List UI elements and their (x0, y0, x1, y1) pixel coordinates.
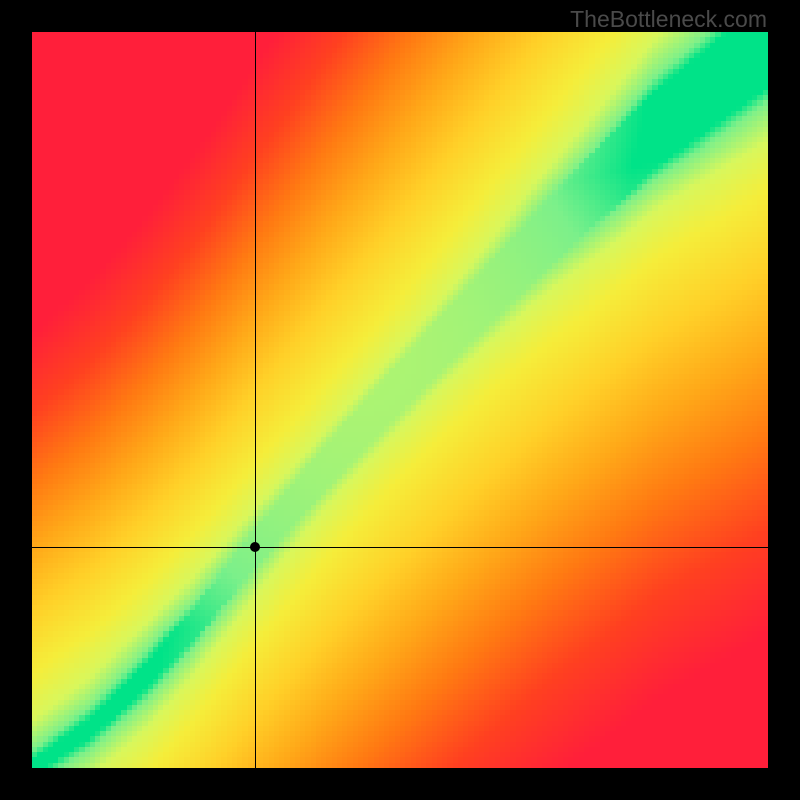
chart-container: TheBottleneck.com (0, 0, 800, 800)
bottleneck-heatmap (32, 32, 768, 768)
crosshair-horizontal-line (32, 547, 768, 548)
watermark-text: TheBottleneck.com (570, 6, 767, 33)
crosshair-vertical-line (255, 32, 256, 768)
crosshair-marker-dot (250, 542, 260, 552)
